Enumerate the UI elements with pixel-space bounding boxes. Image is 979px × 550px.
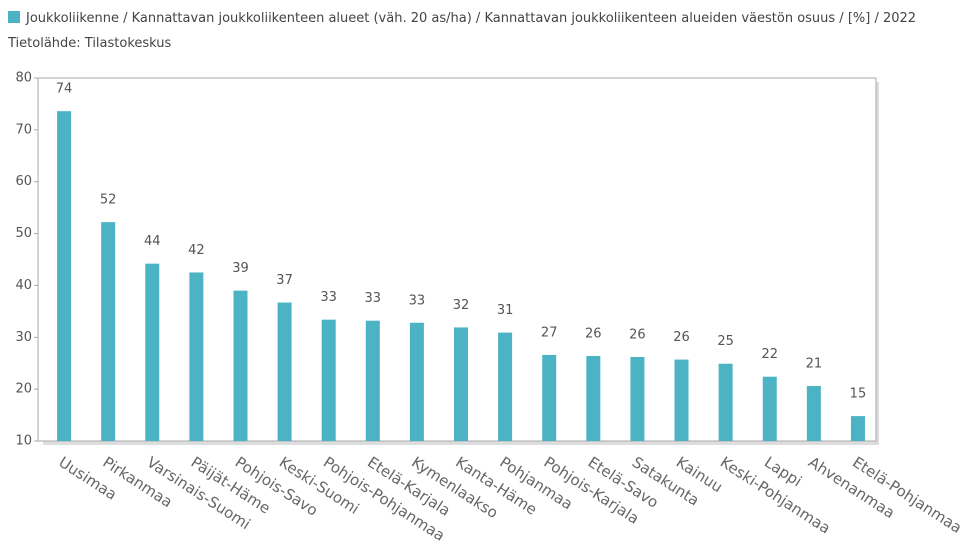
bar (409, 322, 424, 441)
bar (365, 320, 380, 441)
value-label: 25 (717, 334, 734, 349)
y-tick-label: 10 (15, 434, 32, 449)
bar (806, 386, 821, 441)
value-label: 42 (188, 243, 205, 258)
value-label: 21 (806, 357, 823, 372)
bar (321, 319, 336, 441)
bar (762, 376, 777, 441)
bar (277, 302, 292, 441)
bar (454, 327, 468, 441)
value-label: 26 (585, 326, 602, 341)
bar (189, 272, 204, 441)
value-label: 26 (673, 330, 690, 345)
bar (101, 222, 116, 441)
value-label: 33 (409, 293, 426, 308)
value-label: 74 (56, 82, 73, 97)
bar (586, 355, 601, 441)
legend-label: Joukkoliikenne / Kannattavan joukkoliike… (8, 11, 917, 51)
bar (542, 354, 557, 441)
value-label: 37 (276, 273, 293, 288)
bar (57, 111, 72, 441)
legend: Joukkoliikenne / Kannattavan joukkoliike… (8, 6, 968, 56)
value-label: 22 (761, 347, 778, 362)
value-label: 15 (850, 387, 867, 402)
y-tick-label: 60 (15, 174, 32, 189)
value-label: 31 (497, 303, 514, 318)
bar (718, 363, 733, 441)
value-label: 33 (320, 290, 337, 305)
value-label: 27 (541, 325, 558, 340)
value-label: 26 (629, 327, 646, 342)
bar (233, 290, 248, 441)
y-tick-label: 50 (15, 226, 32, 241)
value-label: 33 (365, 291, 382, 306)
value-label: 32 (453, 298, 470, 313)
bar (674, 359, 689, 441)
bar (498, 332, 513, 441)
value-label: 52 (100, 193, 117, 208)
y-tick-label: 20 (15, 382, 32, 397)
y-tick-label: 30 (15, 330, 32, 345)
legend-swatch (8, 11, 20, 23)
value-label: 39 (232, 261, 249, 276)
bar (630, 356, 645, 441)
bar (850, 416, 865, 441)
bar (145, 263, 160, 441)
y-tick-label: 80 (15, 71, 32, 86)
y-tick-label: 40 (15, 278, 32, 293)
y-tick-label: 70 (15, 122, 32, 137)
value-label: 44 (144, 234, 161, 249)
